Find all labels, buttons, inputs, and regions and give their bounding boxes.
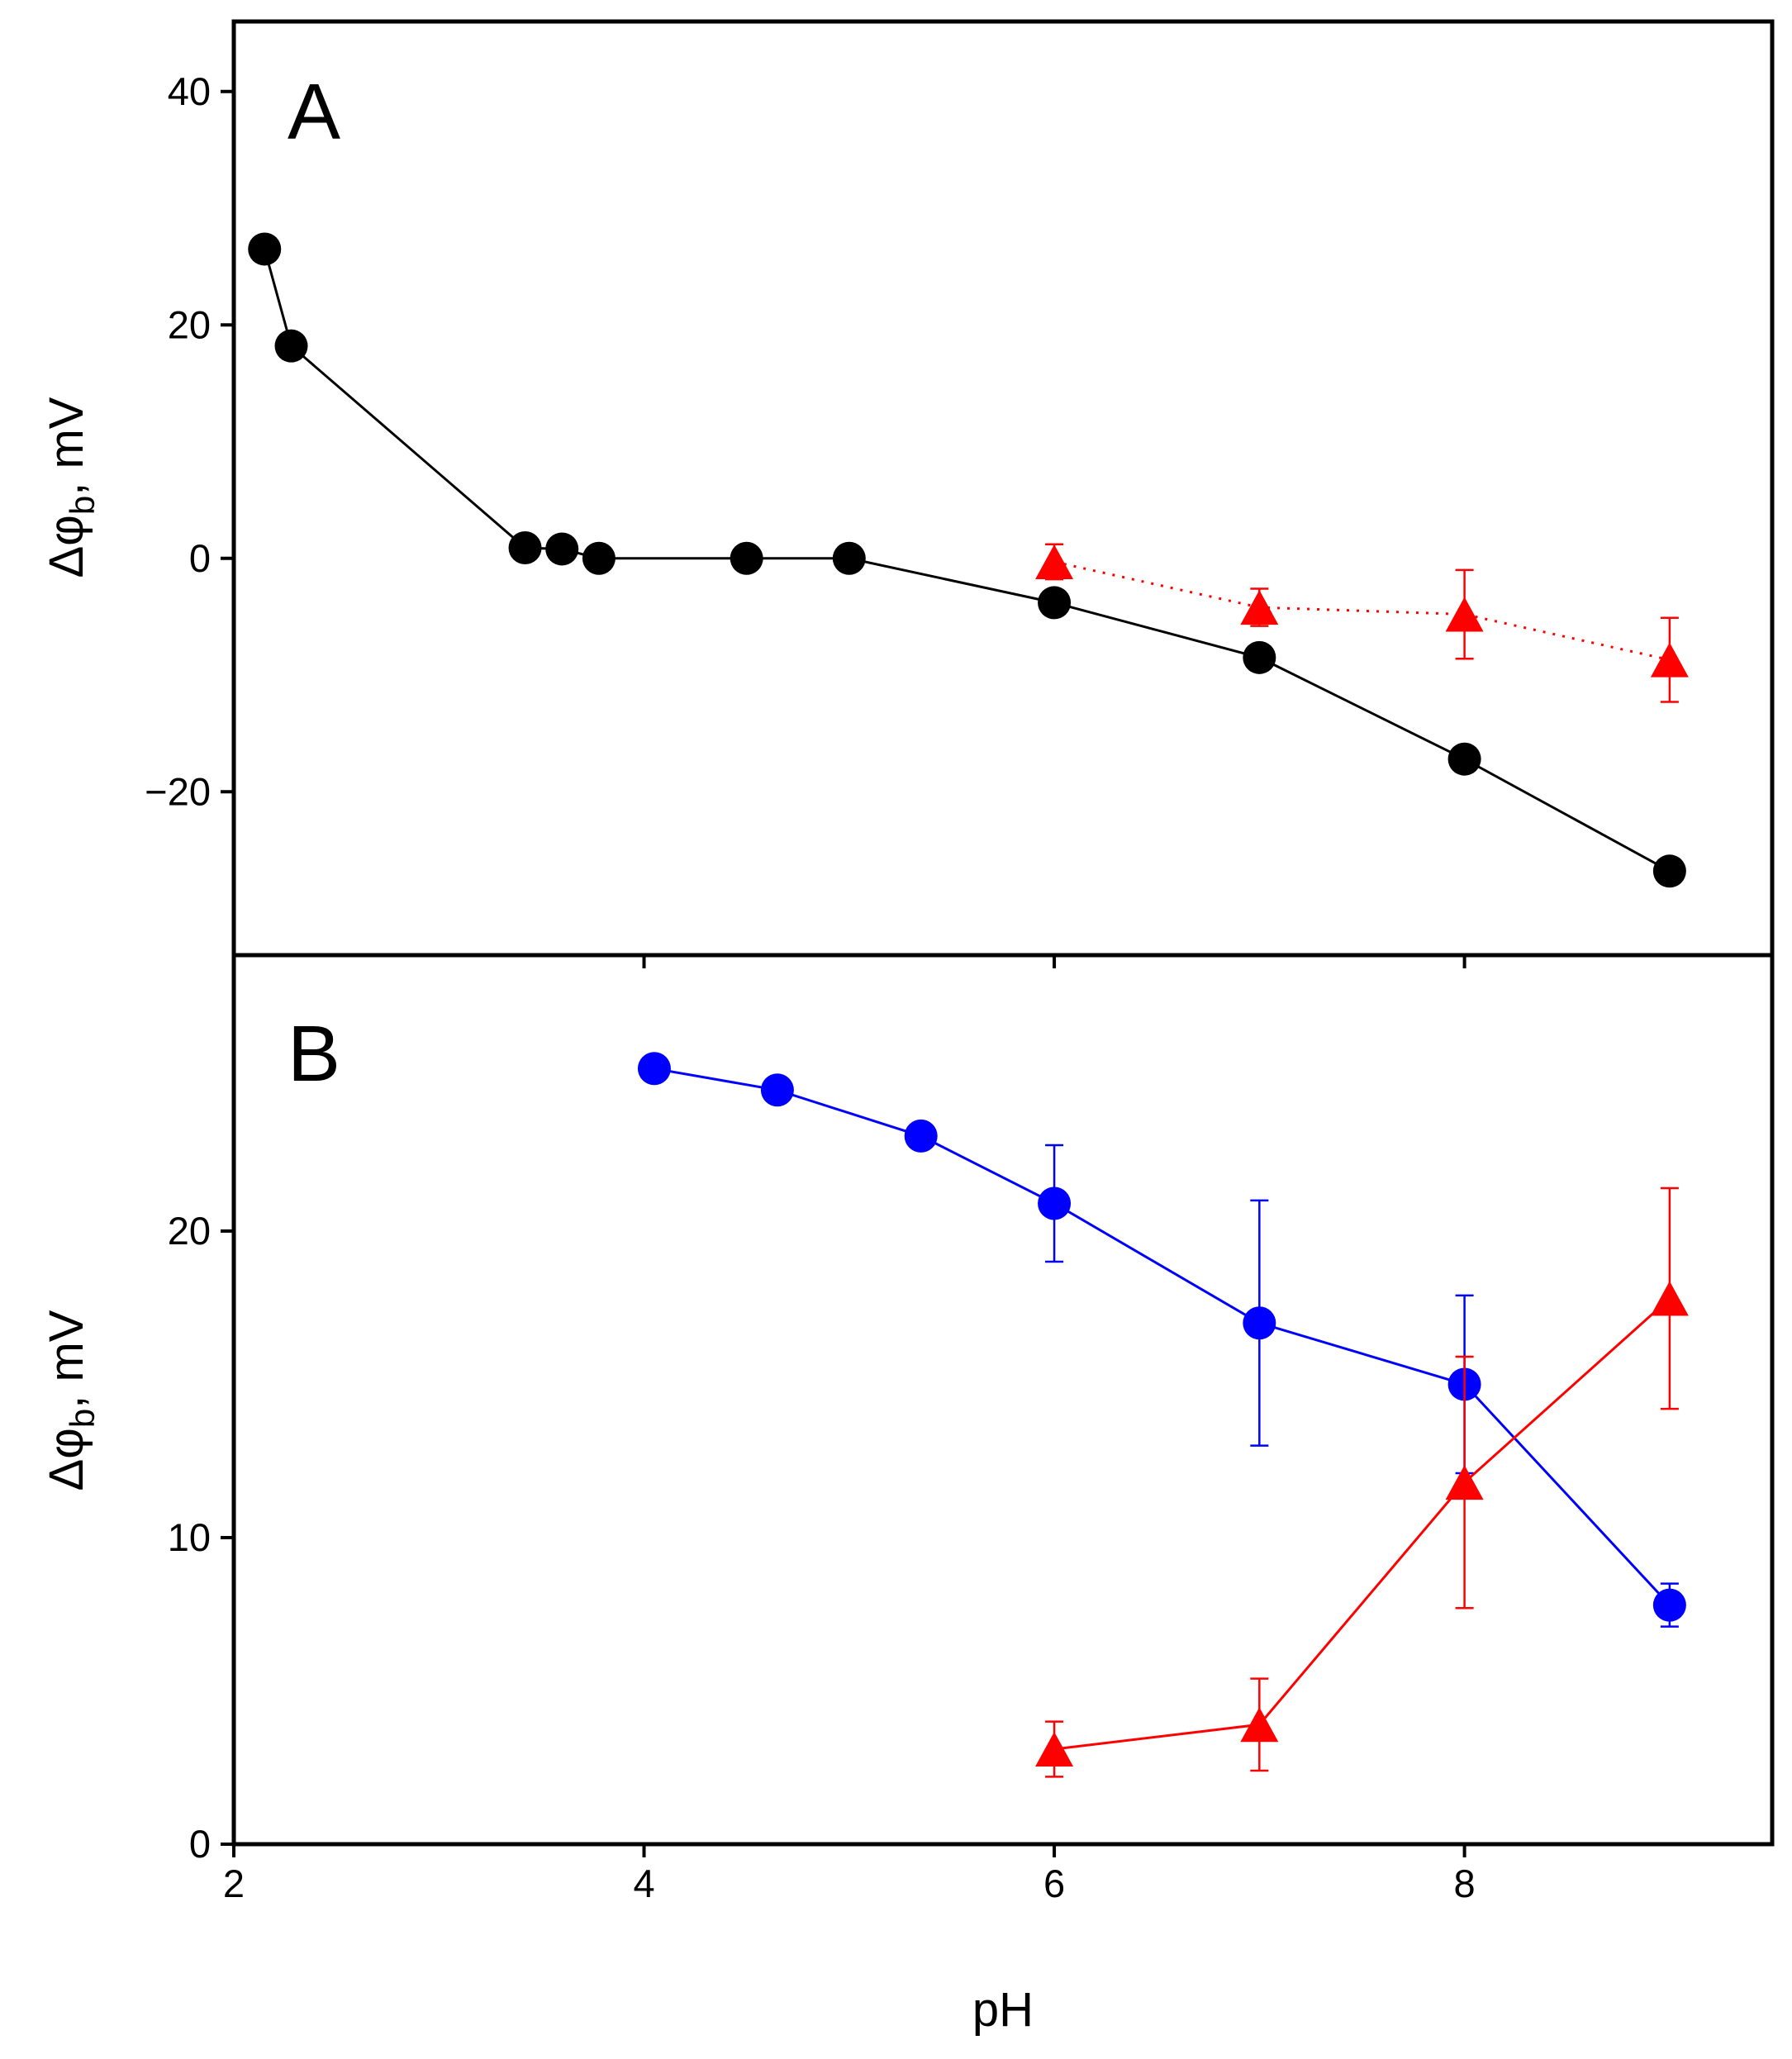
red-triangles-point — [1445, 1465, 1484, 1500]
black-circles-point — [508, 531, 542, 565]
x-tick-label: 8 — [1454, 1862, 1476, 1905]
panel-b-label: B — [288, 1010, 340, 1098]
blue-circles-point — [760, 1073, 794, 1107]
panel-a-ytick-label: 40 — [168, 69, 211, 113]
red-triangles-point — [1035, 1731, 1074, 1767]
red-triangles-point — [1650, 1281, 1689, 1316]
black-circles-point — [582, 541, 616, 575]
blue-circles-point — [637, 1052, 671, 1086]
x-tick-label: 6 — [1043, 1862, 1065, 1905]
red-triangles-point — [1240, 1707, 1279, 1743]
panel-a-ylabel: Δφb, mV — [40, 397, 102, 578]
red-triangles-point — [1240, 590, 1279, 625]
panel-a-ytick-label: −20 — [145, 769, 211, 813]
panel-b-ytick-label: 10 — [168, 1515, 211, 1559]
red-triangles-point — [1035, 544, 1074, 579]
black-circles-point — [730, 541, 763, 575]
blue-circles-point — [1652, 1588, 1686, 1622]
panel-b-frame — [231, 953, 1775, 1847]
blue-circles-point — [1038, 1186, 1072, 1220]
black-circles-point — [1038, 586, 1072, 620]
panel-b-ytick-label: 0 — [189, 1822, 211, 1866]
x-axis-title: pH — [972, 1983, 1034, 2037]
panel-a-label: A — [288, 68, 340, 156]
black-circles-point — [1243, 640, 1276, 674]
panel-a-ytick-label: 20 — [168, 302, 211, 346]
blue-circles-point — [1243, 1306, 1276, 1340]
blue-circles-line — [654, 1067, 1671, 1606]
black-circles-point — [274, 329, 308, 363]
black-circles-line — [263, 249, 1671, 873]
red-triangles-line — [1053, 1297, 1671, 1751]
black-circles-point — [1447, 742, 1481, 776]
black-circles-point — [1652, 854, 1686, 888]
x-tick-label: 2 — [223, 1862, 245, 1905]
x-tick-label: 4 — [633, 1862, 654, 1905]
panel-b: 20 10 02 4 6 8 B Δφb, mV — [40, 953, 1775, 1905]
panel-b-ytick-label: 20 — [168, 1209, 211, 1253]
red-triangles-point — [1445, 597, 1484, 632]
panel-a-frame — [231, 19, 1775, 958]
black-circles-point — [545, 532, 579, 566]
black-circles-point — [832, 541, 866, 575]
panel-b-ylabel: Δφb, mV — [40, 1310, 102, 1491]
black-circles-point — [248, 232, 282, 266]
blue-circles-point — [904, 1119, 938, 1153]
panel-a: 40 20 0 −20 A Δφb, mV — [40, 19, 1775, 958]
panel-a-ytick-label: 0 — [189, 536, 211, 580]
red-triangles-point — [1650, 642, 1689, 678]
red-triangles-line — [1053, 560, 1671, 662]
